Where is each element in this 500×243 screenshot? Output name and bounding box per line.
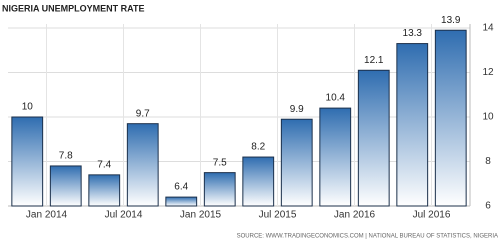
x-tick-label: Jan 2016	[334, 210, 376, 221]
bar	[242, 156, 275, 207]
y-tick-label: 8	[485, 156, 491, 167]
value-label: 13.9	[441, 15, 461, 26]
bar	[49, 165, 82, 207]
bar	[203, 172, 236, 207]
y-tick-label: 6	[485, 201, 491, 212]
bar	[88, 174, 121, 207]
bar	[126, 123, 159, 207]
value-label: 7.8	[59, 151, 73, 162]
value-label: 7.4	[97, 159, 111, 170]
y-tick-label: 10	[482, 112, 494, 123]
value-label: 9.9	[290, 104, 304, 115]
bar	[11, 116, 44, 207]
y-tick-label: 14	[482, 23, 494, 34]
chart-title: NIGERIA UNEMPLOYMENT RATE	[2, 3, 145, 13]
value-label: 8.2	[251, 142, 265, 153]
value-label: 12.1	[364, 55, 384, 66]
y-tick-label: 12	[482, 67, 494, 78]
x-tick-label: Jul 2016	[413, 210, 451, 221]
value-label: 7.5	[213, 157, 227, 168]
bar	[396, 43, 429, 207]
bar	[165, 196, 198, 207]
x-tick-label: Jan 2015	[180, 210, 222, 221]
value-label: 13.3	[403, 28, 423, 39]
bar	[319, 107, 352, 207]
value-label: 6.4	[174, 182, 188, 193]
bar	[357, 69, 390, 207]
x-tick-label: Jul 2014	[105, 210, 143, 221]
x-tick-label: Jan 2014	[26, 210, 68, 221]
bar	[280, 118, 313, 207]
value-label: 9.7	[136, 108, 150, 119]
bar	[434, 29, 467, 207]
value-label: 10	[22, 102, 34, 113]
x-tick-label: Jul 2015	[259, 210, 297, 221]
value-label: 10.4	[326, 93, 346, 104]
source-note: SOURCE: WWW.TRADINGECONOMICS.COM | NATIO…	[237, 234, 498, 240]
